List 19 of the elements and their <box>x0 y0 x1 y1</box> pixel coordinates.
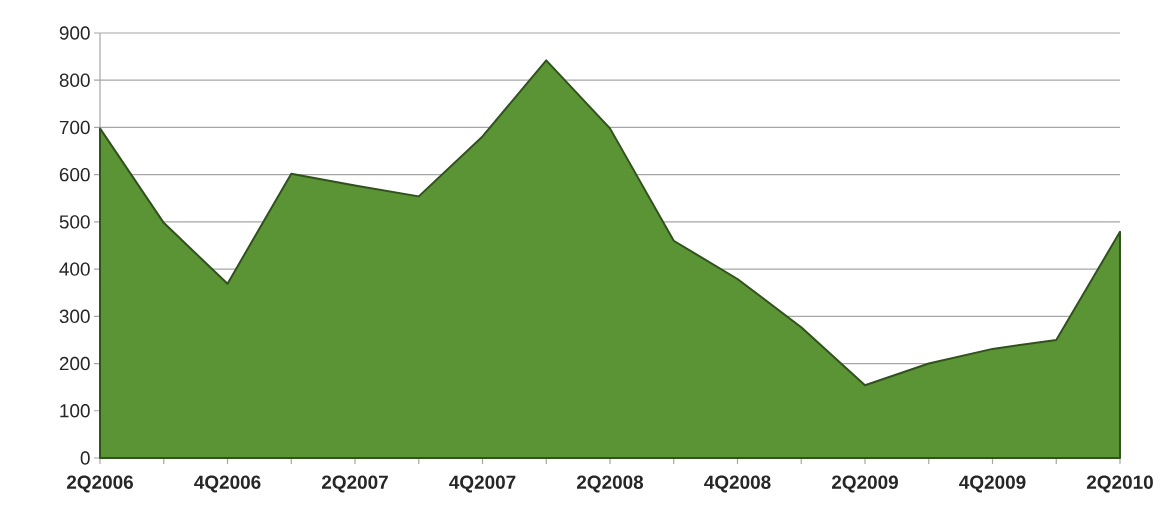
y-tick-label: 200 <box>59 356 90 371</box>
x-tick-label: 2Q2007 <box>321 475 388 493</box>
y-tick-label: 600 <box>59 167 90 182</box>
x-tick-label: 2Q2008 <box>576 475 644 493</box>
x-tick-label: 2Q2006 <box>66 475 133 493</box>
x-tick-label: 4Q2009 <box>959 475 1026 493</box>
y-tick-label: 400 <box>59 262 90 276</box>
y-tick-label: 700 <box>59 120 90 135</box>
x-tick-label: 4Q2007 <box>449 475 516 493</box>
y-tick-label: 500 <box>59 215 90 229</box>
y-tick-label: 100 <box>60 404 90 418</box>
y-tick-label: 800 <box>59 73 90 87</box>
y-tick-label: 0 <box>80 451 90 465</box>
y-tick-label: 300 <box>59 309 90 324</box>
y-tick-label: 900 <box>59 26 90 40</box>
x-tick-label: 2Q2010 <box>1086 475 1153 493</box>
x-tick-label: 4Q2008 <box>704 475 771 493</box>
x-tick-label: 4Q2006 <box>194 475 261 493</box>
x-tick-label: 2Q2009 <box>831 475 898 493</box>
